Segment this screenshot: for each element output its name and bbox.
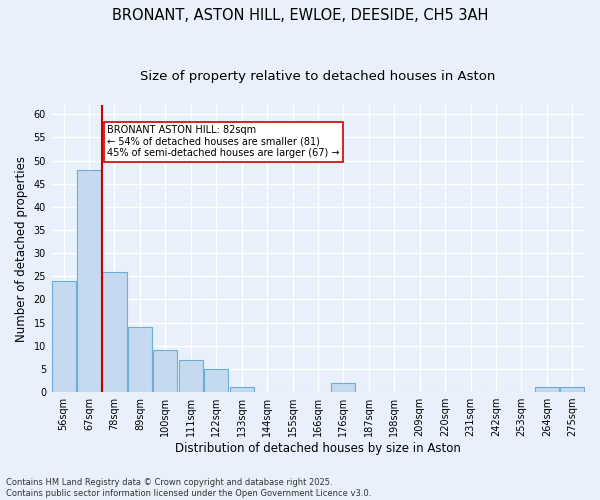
Title: Size of property relative to detached houses in Aston: Size of property relative to detached ho…: [140, 70, 496, 83]
Bar: [230, 388, 254, 392]
Bar: [560, 388, 584, 392]
Bar: [128, 328, 152, 392]
X-axis label: Distribution of detached houses by size in Aston: Distribution of detached houses by size …: [175, 442, 461, 455]
Text: Contains HM Land Registry data © Crown copyright and database right 2025.
Contai: Contains HM Land Registry data © Crown c…: [6, 478, 371, 498]
Bar: [77, 170, 101, 392]
Bar: [535, 388, 559, 392]
Text: BRONANT, ASTON HILL, EWLOE, DEESIDE, CH5 3AH: BRONANT, ASTON HILL, EWLOE, DEESIDE, CH5…: [112, 8, 488, 22]
Bar: [331, 383, 355, 392]
Bar: [153, 350, 178, 392]
Bar: [204, 369, 229, 392]
Bar: [103, 272, 127, 392]
Text: BRONANT ASTON HILL: 82sqm
← 54% of detached houses are smaller (81)
45% of semi-: BRONANT ASTON HILL: 82sqm ← 54% of detac…: [107, 125, 340, 158]
Bar: [179, 360, 203, 392]
Bar: [52, 281, 76, 392]
Y-axis label: Number of detached properties: Number of detached properties: [15, 156, 28, 342]
